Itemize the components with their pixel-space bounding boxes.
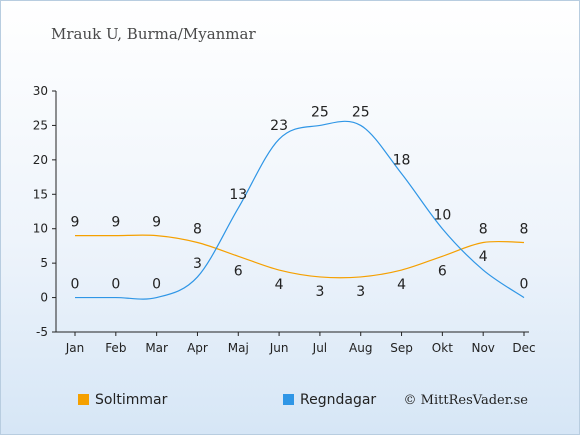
data-label-rain: 0 <box>152 277 161 293</box>
data-label-sun: 6 <box>234 263 243 279</box>
x-tick-label: Feb <box>105 341 126 355</box>
data-label-sun: 9 <box>71 215 80 231</box>
data-label-sun: 8 <box>193 221 202 237</box>
data-label-rain: 23 <box>270 118 288 134</box>
chart-title: Mrauk U, Burma/Myanmar <box>51 25 256 43</box>
x-tick-label: Aug <box>349 341 372 355</box>
data-label-sun: 8 <box>520 221 529 237</box>
data-label-rain: 0 <box>71 277 80 293</box>
data-label-rain: 0 <box>111 277 120 293</box>
legend-swatch-0 <box>78 394 89 405</box>
data-label-sun: 4 <box>397 277 406 293</box>
x-tick-label: Nov <box>471 341 494 355</box>
data-label-sun: 9 <box>152 215 161 231</box>
legend-swatch-1 <box>283 394 294 405</box>
y-tick-label: 25 <box>33 118 48 132</box>
data-label-sun: 3 <box>356 284 365 300</box>
y-tick-label: 10 <box>33 222 48 236</box>
data-label-sun: 3 <box>315 284 324 300</box>
y-tick-label: 0 <box>40 291 48 305</box>
x-tick-label: Dec <box>512 341 535 355</box>
data-label-rain: 25 <box>311 104 329 120</box>
y-tick-label: 5 <box>40 256 48 270</box>
x-tick-label: Okt <box>432 341 453 355</box>
data-label-rain: 25 <box>352 104 370 120</box>
series-lines <box>75 120 525 300</box>
y-tick-label: -5 <box>36 325 48 339</box>
credit-text: © MittResVader.se <box>404 393 529 408</box>
legend: Soltimmar Regndagar <box>78 392 376 408</box>
x-tick-label: Sep <box>390 341 413 355</box>
series-line-1 <box>75 120 525 300</box>
x-tick-label: Jul <box>312 341 327 355</box>
data-label-rain: 18 <box>393 153 411 169</box>
data-label-sun: 6 <box>438 263 447 279</box>
data-label-sun: 9 <box>111 215 120 231</box>
y-tick-label: 15 <box>33 187 48 201</box>
y-tick-label: 20 <box>33 153 48 167</box>
data-label-rain: 4 <box>479 249 488 265</box>
x-tick-label: Jan <box>65 341 85 355</box>
data-label-sun: 8 <box>479 221 488 237</box>
legend-label-1: Regndagar <box>300 392 376 408</box>
data-label-rain: 10 <box>433 208 451 224</box>
x-tick-label: Maj <box>228 341 249 355</box>
series-line-0 <box>75 234 525 279</box>
data-label-rain: 13 <box>229 187 247 203</box>
data-label-rain: 3 <box>193 256 202 272</box>
x-tick-label: Apr <box>187 341 208 355</box>
x-tick-label: Jun <box>269 341 289 355</box>
legend-label-0: Soltimmar <box>95 392 168 408</box>
y-tick-label: 30 <box>33 84 48 98</box>
x-tick-label: Mar <box>145 341 168 355</box>
data-labels: 9 0 9 0 9 0 8 3 6 13 4 23 3 25 3 25 4 18 6 10 8 4 8 0 <box>71 104 529 299</box>
data-label-sun: 4 <box>275 277 284 293</box>
data-label-rain: 0 <box>520 277 529 293</box>
